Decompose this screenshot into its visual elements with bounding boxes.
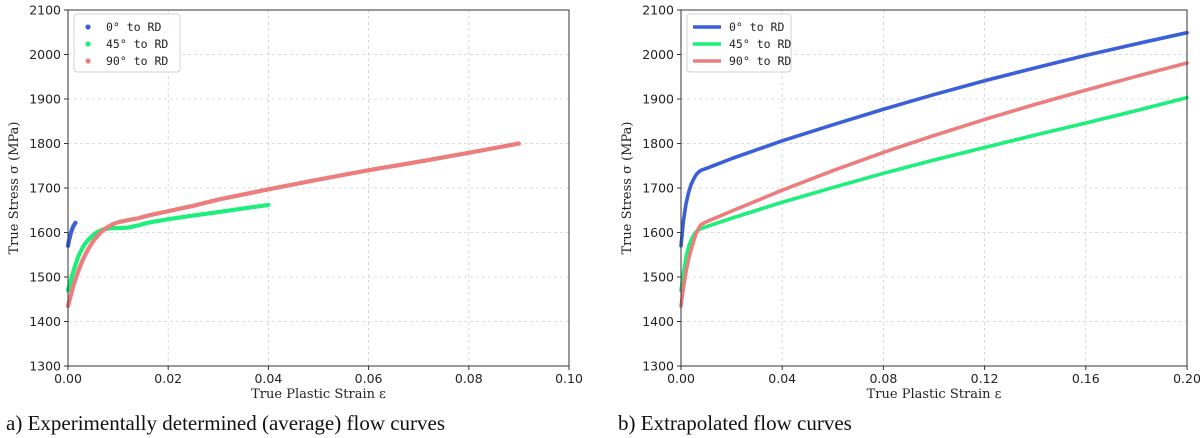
y-tick-label: 1400 — [29, 314, 61, 329]
x-axis-label: True Plastic Strain ε — [251, 387, 386, 402]
y-tick-label: 1500 — [29, 270, 61, 285]
y-tick-label: 2100 — [642, 3, 674, 18]
x-tick-label: 0.04 — [768, 371, 796, 386]
y-tick-label: 1700 — [29, 181, 61, 196]
legend-label-3: 90° to RD — [729, 54, 791, 68]
series-line-2 — [65, 202, 271, 293]
y-tick-label: 1300 — [29, 359, 61, 374]
x-tick-label: 0.06 — [355, 371, 383, 386]
x-tick-label: 0.12 — [971, 371, 999, 386]
legend-marker-1 — [85, 24, 91, 30]
y-tick-label: 2000 — [29, 47, 61, 62]
series-line-2 — [679, 95, 1189, 293]
x-tick-label: 0.10 — [555, 371, 583, 386]
y-axis-label: True Stress σ (MPa) — [620, 122, 635, 255]
series-line-3 — [65, 141, 521, 309]
series-line-1 — [65, 220, 78, 248]
y-tick-label: 1900 — [29, 92, 61, 107]
y-tick-label: 1500 — [642, 270, 674, 285]
y-tick-label: 2100 — [29, 3, 61, 18]
legend-marker-2 — [85, 41, 91, 47]
legend-label-1: 0° to RD — [729, 20, 784, 34]
x-tick-label: 0.20 — [1173, 371, 1200, 386]
y-tick-label: 1900 — [642, 92, 674, 107]
legend-label-2: 45° to RD — [106, 37, 168, 51]
y-tick-label: 1600 — [29, 225, 61, 240]
legend-marker-3 — [85, 58, 91, 64]
y-axis-label: True Stress σ (MPa) — [7, 122, 22, 255]
x-tick-label: 0.08 — [869, 371, 897, 386]
y-tick-label: 1300 — [642, 359, 674, 374]
legend-label-3: 90° to RD — [106, 54, 168, 68]
x-tick-label: 0.02 — [154, 371, 182, 386]
chart-a: 0.00 0.02 0.04 0.06 0.08 0.10 1300 1400 1500 1600… — [7, 3, 583, 403]
legend-label-1: 0° to RD — [106, 20, 161, 34]
y-tick-label: 1800 — [29, 136, 61, 151]
chart-b: 0.00 0.04 0.08 0.12 0.16 0.20 1300 1400 1500 1600… — [620, 3, 1200, 403]
series-line-1 — [679, 30, 1189, 248]
series-line-3 — [679, 61, 1189, 308]
y-tick-label: 1600 — [642, 225, 674, 240]
x-tick-label: 0.08 — [455, 371, 483, 386]
caption-b: b) Extrapolated flow curves — [618, 411, 852, 435]
x-tick-label: 0.04 — [254, 371, 282, 386]
legend-label-2: 45° to RD — [729, 37, 791, 51]
y-tick-label: 1400 — [642, 314, 674, 329]
x-tick-label: 0.00 — [54, 371, 82, 386]
x-tick-label: 0.16 — [1072, 371, 1100, 386]
y-tick-label: 1800 — [642, 136, 674, 151]
y-tick-label: 1700 — [642, 181, 674, 196]
x-axis-label: True Plastic Strain ε — [867, 387, 1002, 402]
caption-a: a) Experimentally determined (average) f… — [6, 411, 445, 435]
legend-box — [73, 13, 181, 73]
y-tick-label: 2000 — [642, 47, 674, 62]
x-tick-label: 0.00 — [667, 371, 695, 386]
